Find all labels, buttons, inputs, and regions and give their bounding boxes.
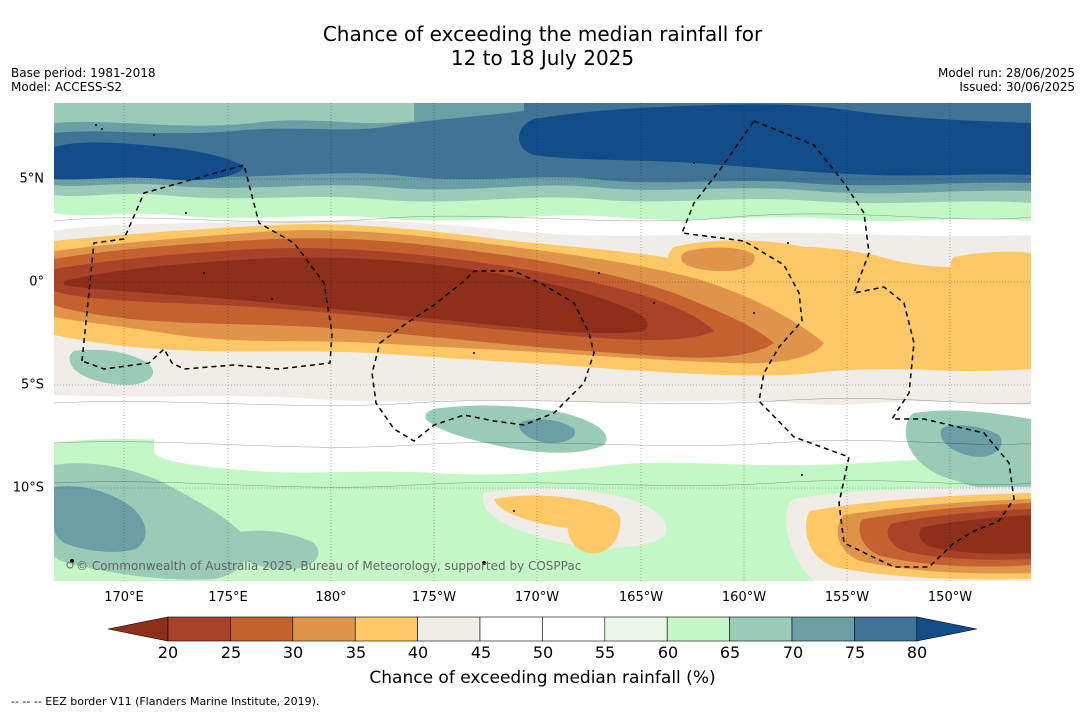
graticule <box>54 103 1031 581</box>
region-under-20-eq <box>64 257 648 334</box>
lon-label-155w: 155°W <box>824 590 870 605</box>
colorbar-tick: 75 <box>844 643 866 662</box>
colorbar-tick: 55 <box>594 643 616 662</box>
chart-title: Chance of exceeding the median rainfall … <box>0 22 1085 70</box>
meta-left: Base period: 1981-2018 Model: ACCESS-S2 <box>11 66 156 94</box>
title-line-1: Chance of exceeding the median rainfall … <box>322 22 763 46</box>
colorbar <box>108 616 977 642</box>
colorbar-tick: 70 <box>782 643 804 662</box>
colorbar-tick: 60 <box>657 643 679 662</box>
lon-label-170w: 170°W <box>514 590 560 605</box>
colorbar-tick: 65 <box>719 643 741 662</box>
colorbar-segment <box>542 616 606 642</box>
region-70-75-south-west <box>54 486 146 552</box>
contour-lines <box>54 213 1031 488</box>
region-65-70-south-mid <box>231 530 319 570</box>
colorbar-segment <box>791 616 855 642</box>
colorbar-tick: 45 <box>470 643 492 662</box>
colorbar-tick: 50 <box>532 643 554 662</box>
meta-right: Model run: 28/06/2025 Issued: 30/06/2025 <box>938 66 1075 94</box>
colorbar-title: Chance of exceeding median rainfall (%) <box>369 668 716 688</box>
lon-label-175w: 175°W <box>411 590 457 605</box>
region-70-75-south-centre <box>519 419 575 443</box>
base-period-text: Base period: 1981-2018 <box>11 66 156 80</box>
lon-label-160w: 160°W <box>721 590 767 605</box>
model-run-text: Model run: 28/06/2025 <box>937 66 1075 80</box>
colorbar-segment <box>604 616 668 642</box>
region-35-40-east-lower <box>868 337 1031 372</box>
copyright-text: © Commonwealth of Australia 2025, Bureau… <box>76 559 582 573</box>
colorbar-segment <box>417 616 481 642</box>
region-over-80-north-west <box>54 142 244 181</box>
region-70-75-south-east <box>940 425 1002 457</box>
colorbar-tick: 25 <box>220 643 242 662</box>
colorbar-segment <box>854 616 918 642</box>
colorbar-tick: 40 <box>407 643 429 662</box>
region-under-20-far-se <box>919 515 1031 554</box>
lon-label-180: 180° <box>315 590 347 605</box>
lon-label-175e: 175°E <box>208 590 248 605</box>
colorbar-segment <box>479 616 543 642</box>
colorbar-segment <box>354 616 418 642</box>
region-30-35-ne <box>681 247 755 271</box>
rainfall-map <box>54 103 1031 581</box>
colorbar-segment <box>666 616 730 642</box>
region-35-40-se2 <box>567 504 621 554</box>
colorbar-high-extend <box>916 616 977 642</box>
colorbar-low-extend <box>108 616 169 642</box>
lon-label-170e: 170°E <box>104 590 144 605</box>
model-text: Model: ACCESS-S2 <box>11 80 123 94</box>
colorbar-tick: 30 <box>282 643 304 662</box>
eez-borders <box>81 120 1015 568</box>
eez-legend-note: -- -- -- EEZ border V11 (Flanders Marine… <box>11 695 320 708</box>
lat-label-0: 0° <box>29 274 44 290</box>
lat-label-5n: 5°N <box>19 171 45 187</box>
region-35-40-far-east <box>950 251 1031 281</box>
colorbar-segment <box>729 616 793 642</box>
region-over-80-north-east <box>519 104 1031 176</box>
copyright-icon <box>66 561 74 569</box>
colorbar-tick: 20 <box>157 643 179 662</box>
lon-label-150w: 150°W <box>927 590 973 605</box>
lat-label-10s: 10°S <box>12 480 44 496</box>
lat-label-5s: 5°S <box>20 377 44 393</box>
colorbar-tick: 80 <box>906 643 928 662</box>
lon-label-165w: 165°W <box>618 590 664 605</box>
colorbar-tick: 35 <box>345 643 367 662</box>
issued-text: Issued: 30/06/2025 <box>959 80 1075 94</box>
colorbar-segment <box>292 616 356 642</box>
colorbar-segment <box>167 616 231 642</box>
title-line-2: 12 to 18 July 2025 <box>450 46 635 70</box>
colorbar-segment <box>230 616 294 642</box>
